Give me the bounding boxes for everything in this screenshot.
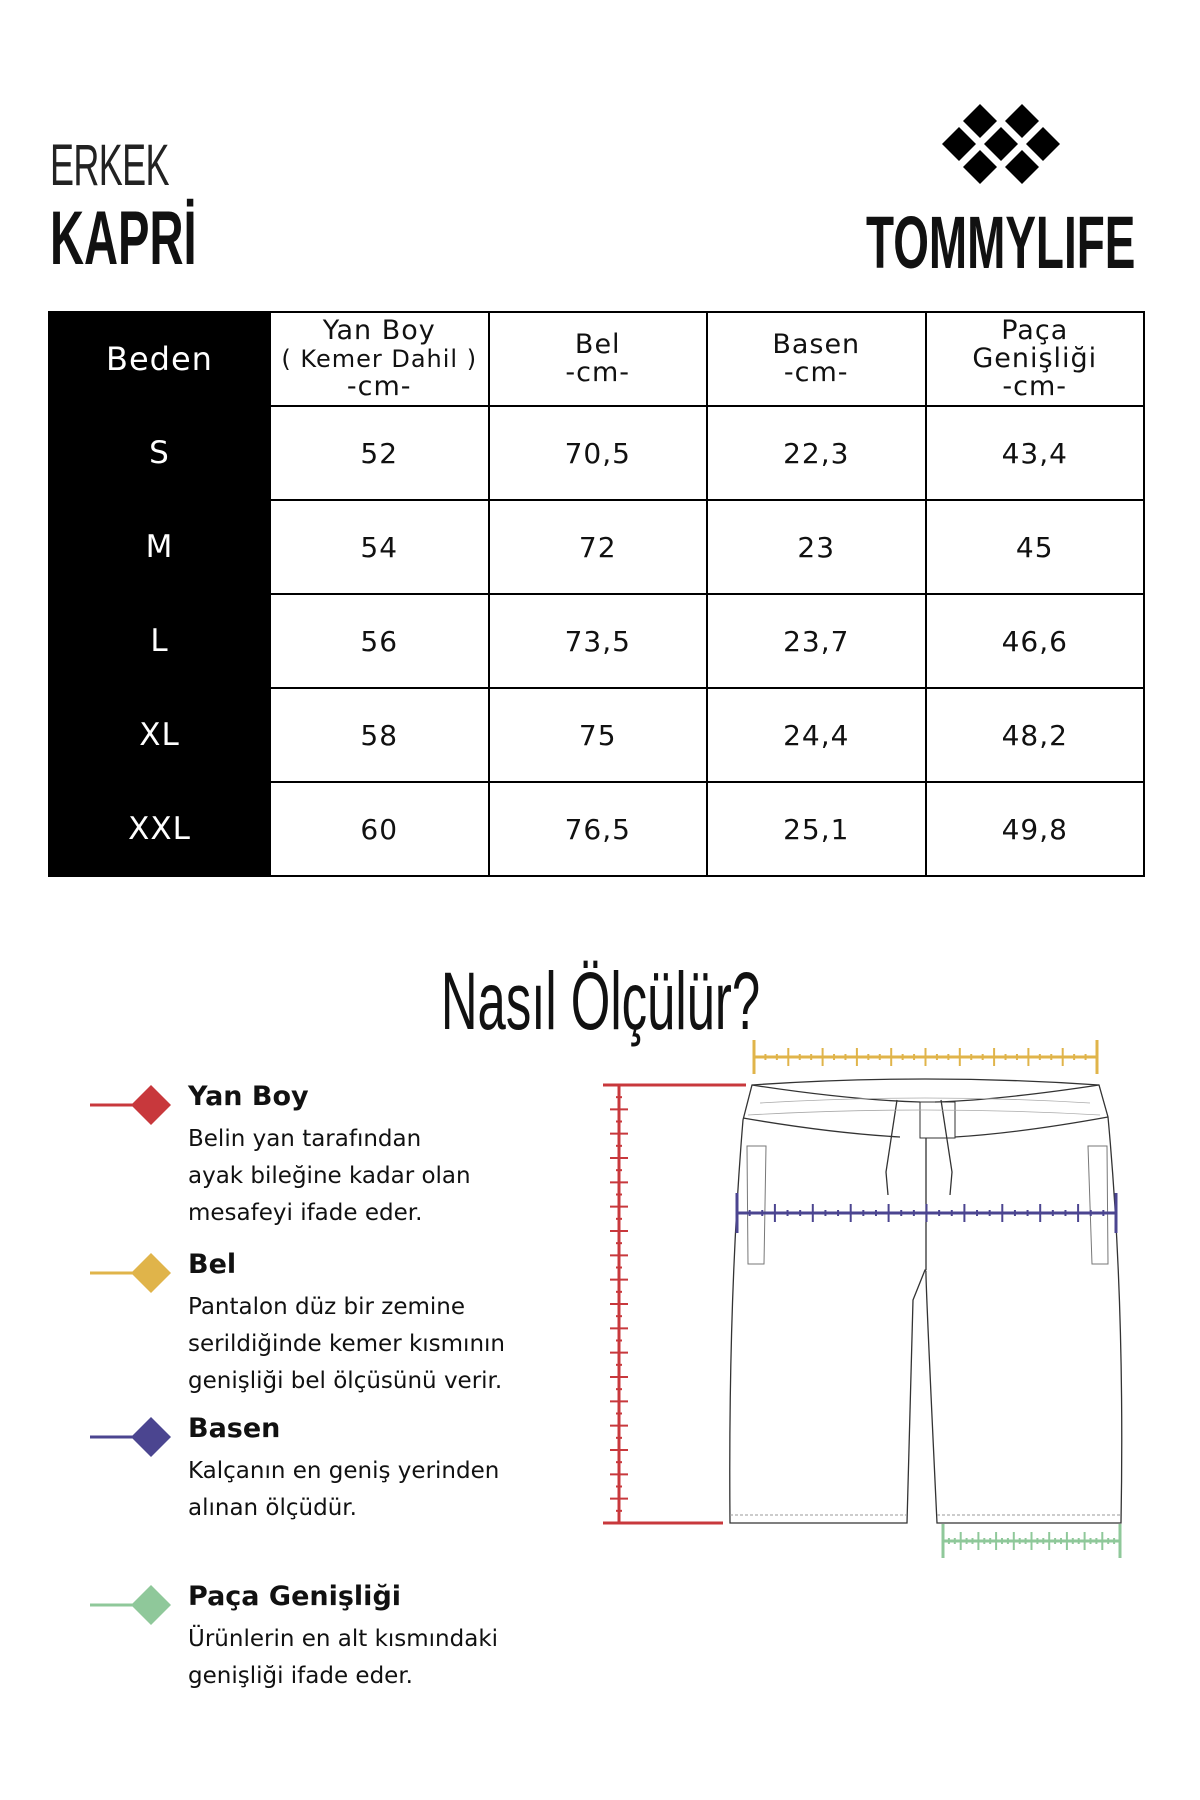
size-label: XXL [48,781,271,877]
brand-name: TOMMYLIFE [866,201,1136,284]
table-row: L 56 73,5 23,7 46,6 [48,593,1145,689]
measurement-cell: 22,3 [706,405,927,501]
measurement-cell: 23,7 [706,593,927,689]
table-row: M 54 72 23 45 [48,499,1145,595]
legend-diamond-icon [90,1253,171,1293]
legend-text: Kalçanın en geniş yerinden alınan ölçüdür… [188,1458,500,1521]
brand-logo-icon [942,104,1060,184]
table-header-row: Beden Yan Boy( Kemer Dahil ) -cm- Bel -cm-… [48,311,1145,407]
measurement-cell: 73,5 [487,593,708,689]
size-label: S [48,405,271,501]
measurement-cell: 48,2 [924,687,1145,783]
legend-text: Belin yan tarafından ayak bileğine kadar … [188,1126,471,1226]
measurement-cell: 75 [487,687,708,783]
measurement-cell: 25,1 [706,781,927,877]
legend-diamond-icon [90,1585,171,1625]
legend-diamond-icon [90,1085,171,1125]
measurement-cell: 52 [269,405,490,501]
pants-outline [729,1078,1123,1524]
legend-title: Bel [188,1249,237,1280]
measurement-cell: 56 [269,593,490,689]
size-label: XL [48,687,271,783]
header-beden: Beden [48,311,271,407]
measurement-cell: 60 [269,781,490,877]
legend-title: Paça Genişliği [188,1581,402,1612]
header-bel: Bel -cm- [487,311,708,407]
category-title: ERKEK [50,133,169,198]
table-row: S 52 70,5 22,3 43,4 [48,405,1145,501]
measurement-cell: 54 [269,499,490,595]
measurement-cell: 46,6 [924,593,1145,689]
product-title: KAPRİ [50,196,197,281]
header-yan-boy: Yan Boy( Kemer Dahil ) -cm- [269,311,490,407]
measurement-cell: 43,4 [924,405,1145,501]
size-table: Beden Yan Boy( Kemer Dahil ) -cm- Bel -cm-… [48,311,1145,877]
measurement-cell: 45 [924,499,1145,595]
size-label: M [48,499,271,595]
legend-title: Yan Boy [188,1081,309,1112]
guide-title: Nasıl Ölçülür? [440,956,760,1047]
table-row: XL 58 75 24,4 48,2 [48,687,1145,783]
legend-text: Ürünlerin en alt kısmındaki genişliği ifa… [188,1626,499,1689]
size-label: L [48,593,271,689]
measurement-cell: 49,8 [924,781,1145,877]
table-row: XXL 60 76,5 25,1 49,8 [48,781,1145,877]
legend-title: Basen [188,1413,281,1444]
header-basen: Basen -cm- [706,311,927,407]
legend-diamond-icon [90,1417,171,1457]
legend-text: Pantalon düz bir zemine serildiğinde keme… [188,1294,505,1394]
measurement-cell: 24,4 [706,687,927,783]
measurement-cell: 58 [269,687,490,783]
header-paca: Paça Genişliği -cm- [924,311,1145,407]
measurement-cell: 76,5 [487,781,708,877]
measurement-cell: 70,5 [487,405,708,501]
measurement-cell: 23 [706,499,927,595]
measurement-cell: 72 [487,499,708,595]
